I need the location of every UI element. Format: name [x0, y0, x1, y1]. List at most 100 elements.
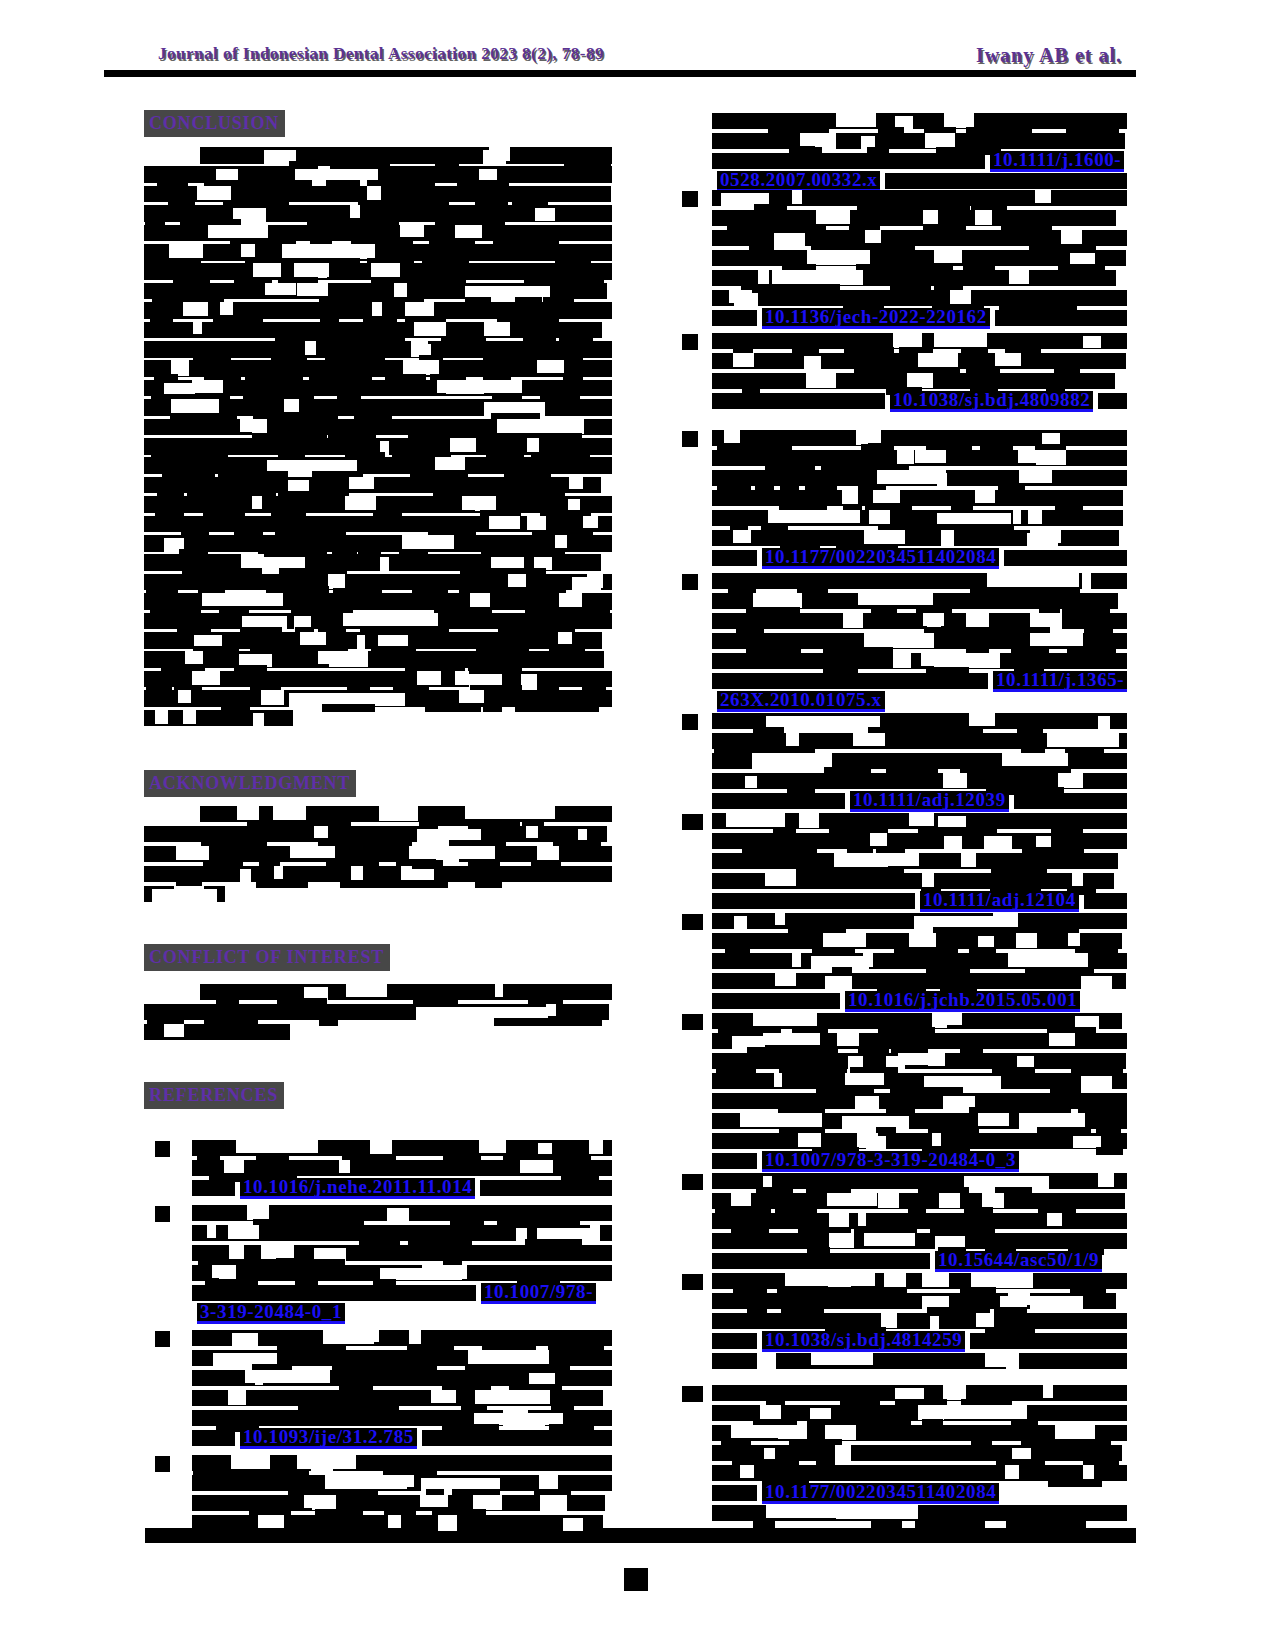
redaction-gap [855, 1096, 879, 1111]
doi-link[interactable]: 0528.2007.00332.x [717, 171, 880, 192]
redaction-gap [1058, 773, 1083, 788]
redaction-gap [976, 1313, 995, 1327]
doi-link[interactable]: 10.1111/adj.12104 [920, 891, 1079, 912]
redaction-gap [370, 1140, 392, 1155]
redaction-bridge [516, 704, 547, 711]
redaction-gap [858, 593, 933, 605]
redaction-gap [497, 419, 585, 434]
page: Journal of Indonesian Dental Association… [0, 0, 1275, 1650]
redaction-gap [178, 690, 191, 703]
redaction-gap [439, 1265, 467, 1279]
reference-number-redacted [682, 334, 698, 350]
reference-number-redacted [682, 714, 698, 730]
doi-link[interactable]: 10.1007/978- [481, 1283, 596, 1304]
section-heading: REFERENCES [144, 1082, 284, 1109]
doi-link[interactable]: 263X.2010.01075.x [717, 691, 885, 712]
reference-link-line: 10.1177/0022034511402084 [712, 1483, 1127, 1504]
doi-link[interactable]: 10.1016/j.nehe.2011.11.014 [240, 1178, 475, 1199]
redacted-text-line [712, 1213, 1127, 1229]
redaction-bridge [475, 880, 502, 888]
reference-link-line: 10.1038/sj.bdj.4809882 [712, 391, 1127, 412]
redaction-gap [842, 1116, 909, 1129]
redaction-gap [975, 210, 992, 225]
redaction-gap [171, 399, 219, 414]
redaction-gap [155, 710, 168, 724]
redaction-gap [380, 557, 389, 572]
redaction-gap [527, 438, 539, 452]
reference-number-redacted [682, 1386, 703, 1402]
redaction-bridge [483, 704, 502, 711]
doi-link[interactable]: 10.1038/sj.bdj.4814259 [762, 1331, 965, 1352]
redaction-gap [255, 1370, 263, 1385]
redacted-text-line [712, 1233, 1127, 1249]
redaction-gap [849, 1505, 903, 1519]
doi-link[interactable]: 10.1016/j.jchb.2015.05.001 [845, 991, 1080, 1012]
doi-link[interactable]: 3-319-20484-0_1 [197, 1303, 345, 1324]
redacted-text-line [712, 1273, 1127, 1289]
redaction-gap [282, 244, 375, 259]
redaction-gap [431, 1390, 456, 1403]
redaction-gap [731, 1425, 798, 1438]
reference-number-redacted [682, 1274, 703, 1290]
redaction-gap [252, 496, 262, 508]
redaction-gap [934, 250, 962, 263]
redaction-gap [884, 1273, 906, 1288]
redaction-gap [294, 263, 313, 276]
redaction-gap [479, 1140, 505, 1153]
redaction-gap [590, 1225, 600, 1240]
page-number-redacted [624, 1568, 648, 1591]
redaction-bridge [753, 1519, 775, 1533]
doi-link[interactable]: 10.1111/j.1600- [990, 151, 1124, 172]
redaction-gap [1068, 933, 1080, 946]
redaction-gap [768, 510, 860, 523]
redaction-gap [345, 496, 376, 510]
doi-link[interactable]: 10.1177/0022034511402084 [762, 548, 999, 569]
redaction-gap [1098, 1173, 1115, 1187]
redaction-gap [1030, 1296, 1081, 1309]
redaction-gap [314, 826, 328, 838]
redaction-gap [893, 333, 922, 348]
redaction-gap [555, 535, 567, 548]
redaction-gap [583, 516, 597, 529]
redaction-gap [1018, 450, 1035, 463]
redaction-gap [1032, 1113, 1054, 1126]
doi-link[interactable]: 10.1007/978-3-319-20484-0_3 [762, 1151, 1019, 1172]
redaction-gap [300, 632, 326, 645]
redaction-gap [435, 457, 465, 470]
redacted-text-line [712, 653, 1127, 669]
doi-link[interactable]: 10.15644/asc50/1/9 [935, 1251, 1102, 1272]
redaction-gap [775, 913, 785, 925]
redaction-gap [807, 373, 830, 386]
reference-number-redacted [682, 574, 698, 590]
redaction-gap [339, 1160, 350, 1173]
reference-link-line: 10.1093/ije/31.2.785 [192, 1428, 612, 1449]
redaction-gap [774, 233, 804, 246]
redaction-gap [870, 833, 887, 846]
redaction-gap [192, 380, 223, 393]
redaction-gap [1081, 976, 1112, 989]
redaction-gap [909, 813, 934, 826]
redaction-gap [1036, 450, 1066, 465]
reference-number-redacted [682, 191, 698, 207]
redaction-gap [589, 1140, 603, 1154]
redaction-gap [1081, 1076, 1113, 1091]
doi-link[interactable]: 10.1111/adj.12039 [850, 791, 1009, 812]
redaction-gap [409, 1330, 421, 1344]
redaction-gap [537, 360, 564, 373]
doi-link[interactable]: 10.1136/jech-2022-220162 [762, 308, 990, 329]
redacted-text-segment [1084, 893, 1127, 909]
redaction-gap [473, 1495, 501, 1510]
redacted-text-line [200, 147, 612, 164]
reference-link-line: 10.1136/jech-2022-220162 [712, 308, 1127, 329]
doi-link[interactable]: 10.1177/0022034511402084 [762, 1483, 999, 1504]
doi-link[interactable]: 10.1038/sj.bdj.4809882 [890, 391, 1093, 412]
redaction-gap [734, 916, 747, 932]
redaction-gap [1006, 1353, 1019, 1369]
redaction-gap [459, 690, 484, 703]
redaction-gap [745, 776, 757, 788]
doi-link[interactable]: 10.1111/j.1365- [993, 671, 1127, 692]
redaction-gap [559, 593, 582, 607]
redaction-gap [932, 1133, 942, 1146]
doi-link[interactable]: 10.1093/ije/31.2.785 [240, 1428, 417, 1449]
redaction-gap [240, 419, 262, 433]
